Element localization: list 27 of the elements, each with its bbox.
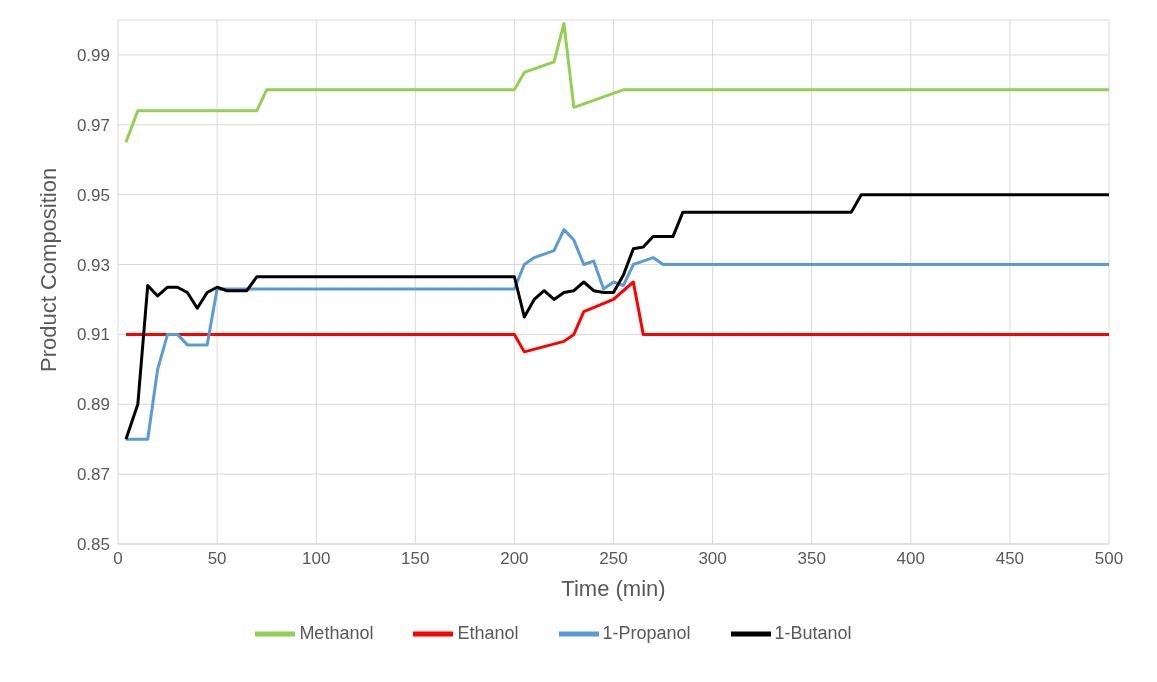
x-tick-label: 400: [896, 549, 925, 569]
line-series: [124, 280, 1109, 354]
y-tick-label: 0.93: [76, 255, 110, 275]
y-tick-label: 0.91: [76, 325, 110, 345]
x-tick-label: 450: [995, 549, 1025, 569]
y-tick-label: 0.97: [76, 115, 110, 135]
y-tick-label: 0.95: [76, 185, 110, 205]
y-tick-label: 0.89: [76, 395, 110, 415]
x-tick-label: 0: [113, 549, 123, 569]
x-tick-label: 300: [698, 549, 727, 569]
legend-label: Methanol: [299, 622, 374, 643]
x-tick-label: 150: [401, 549, 430, 569]
x-axis-title: Time (min): [561, 576, 666, 601]
y-tick-label: 0.85: [76, 535, 110, 555]
line-series: [124, 21, 1109, 144]
y-axis-title: Product Composition: [35, 167, 61, 372]
legend-label: 1-Propanol: [602, 622, 691, 643]
y-tick-label: 0.99: [76, 45, 110, 65]
legend-label: 1-Butanol: [774, 622, 852, 643]
legend-label: Ethanol: [457, 622, 519, 643]
x-tick-label: 350: [797, 549, 826, 569]
x-tick-label: 250: [599, 549, 628, 569]
y-tick-label: 0.87: [76, 465, 110, 485]
x-tick-label: 50: [207, 549, 227, 569]
x-tick-label: 200: [500, 549, 529, 569]
x-tick-label: 500: [1094, 549, 1124, 569]
x-tick-label: 100: [302, 549, 331, 569]
